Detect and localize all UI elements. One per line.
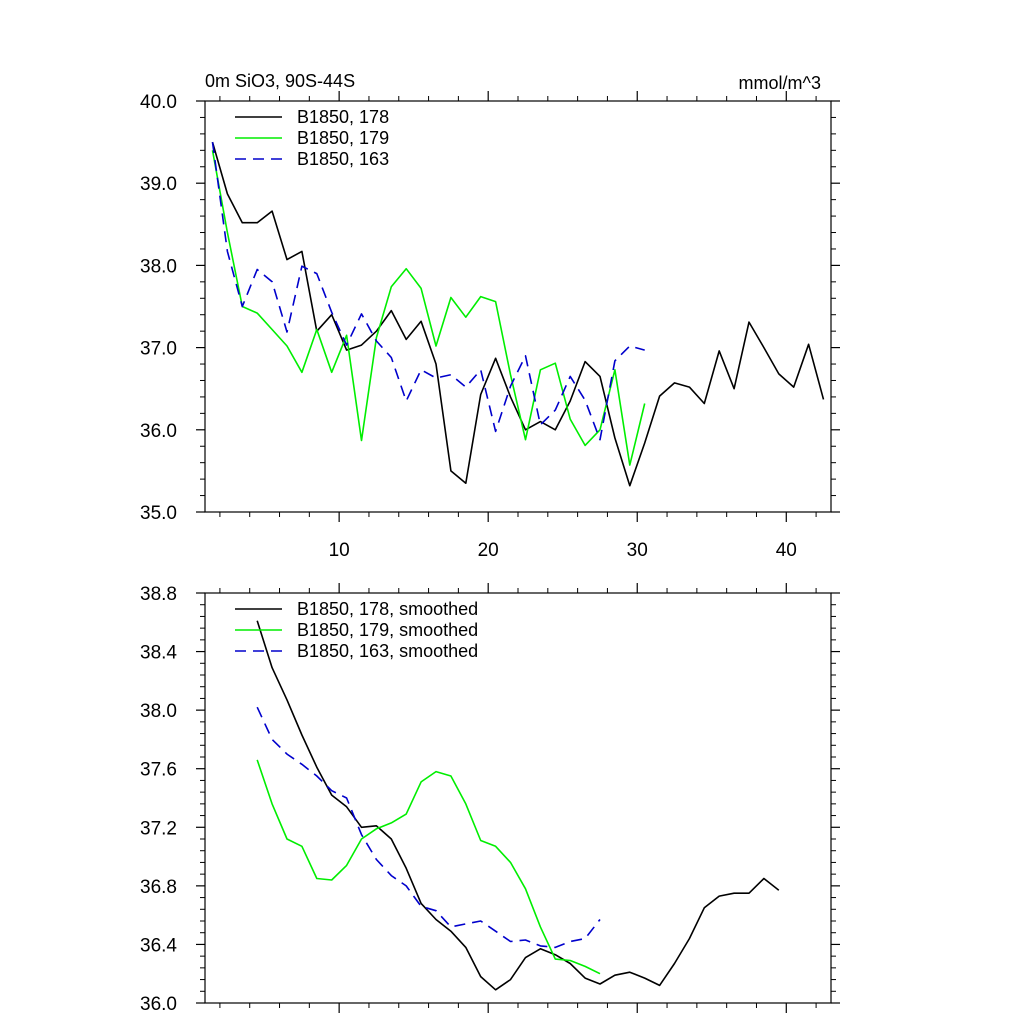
- chart1-xtick-label: 30: [627, 540, 648, 561]
- chart1-series-s163: [211, 141, 645, 441]
- chart1-ytick-label: 40.0: [140, 92, 177, 113]
- chart2-legend-label-s178: B1850, 178, smoothed: [297, 599, 478, 619]
- chart1-legend-label-s179: B1850, 179: [297, 128, 389, 148]
- chart-panel-2: 36.0 36.4 36.8 37.2 37.6 38.0 38.4 38.8 B1850, 1…: [140, 583, 840, 1015]
- chart1-xtick-label: 20: [478, 540, 499, 561]
- chart1-units: mmol/m^3: [739, 73, 821, 93]
- chart1-series-s179: [211, 150, 646, 466]
- chart2-ytick-label: 38.4: [140, 643, 177, 664]
- chart1-ytick-label: 35.0: [140, 503, 177, 524]
- chart1-legend-label-s178: B1850, 178: [297, 107, 389, 127]
- chart1-title: 0m SiO3, 90S-44S: [205, 71, 355, 91]
- chart1-series-s178: [211, 141, 825, 487]
- chart1-ytick-label: 38.0: [140, 256, 177, 277]
- chart1-ytick-label: 37.0: [140, 339, 177, 360]
- chart2-ytick-label: 37.6: [140, 760, 177, 781]
- chart2-legend-label-s179: B1850, 179, smoothed: [297, 620, 478, 640]
- chart1-xtick-label: 10: [329, 540, 350, 561]
- chart1-xtick-label: 40: [776, 540, 797, 561]
- chart-panel-1: 35.0 36.0 37.0 38.0 39.0 40.0 10 20 30 40 0m SiO3,…: [140, 71, 840, 561]
- chart1-legend-label-s163: B1850, 163: [297, 149, 389, 169]
- chart2-ytick-label: 37.2: [140, 818, 177, 839]
- chart2-ytick-label: 36.4: [140, 935, 177, 956]
- chart2-series-s179: [256, 759, 601, 975]
- chart1-ytick-label: 36.0: [140, 421, 177, 442]
- chart2-ytick-label: 38.8: [140, 584, 177, 605]
- chart2-series-s163: [256, 706, 601, 949]
- chart2-series-s178: [256, 620, 780, 991]
- chart2-legend-label-s163: B1850, 163, smoothed: [297, 641, 478, 661]
- chart1-ytick-label: 39.0: [140, 174, 177, 195]
- chart2-ytick-label: 38.0: [140, 701, 177, 722]
- chart2-ytick-label: 36.0: [140, 994, 177, 1015]
- chart2-ytick-label: 36.8: [140, 877, 177, 898]
